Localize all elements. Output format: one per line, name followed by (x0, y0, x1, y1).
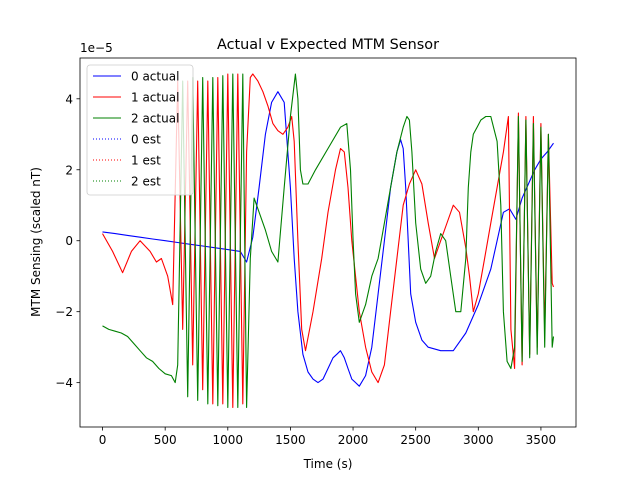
series-line-2-actual (102, 73, 555, 409)
y-tick-label: −2 (55, 305, 73, 319)
legend-label: 2 est (131, 175, 161, 189)
x-axis-label: Time (s) (303, 457, 353, 471)
legend: 0 actual 1 actual 2 actual 0 est 1 est 2 est (86, 64, 194, 196)
chart-title: Actual v Expected MTM Sensor (217, 37, 439, 53)
y-axis-offset-text: 1e−5 (80, 41, 113, 55)
plot-series-group (102, 73, 555, 409)
y-tick-label: 4 (65, 92, 73, 106)
x-tick-label: 2000 (338, 433, 369, 447)
plot-frame (79, 57, 577, 428)
series-line-0-actual (102, 91, 554, 387)
legend-label: 2 actual (131, 112, 179, 126)
series-line-1-actual (102, 73, 555, 409)
y-tick-label: 0 (65, 234, 73, 248)
y-tick-label: −4 (55, 376, 73, 390)
x-tick-label: 3500 (526, 433, 557, 447)
legend-label: 0 actual (131, 70, 179, 84)
legend-label: 0 est (131, 133, 161, 147)
x-tick-label: 2500 (400, 433, 431, 447)
legend-label: 1 est (131, 154, 161, 168)
x-tick-label: 0 (99, 433, 107, 447)
legend-label: 1 actual (131, 91, 179, 105)
x-tick-label: 3000 (463, 433, 494, 447)
y-tick-label: 2 (65, 163, 73, 177)
x-tick-label: 1000 (213, 433, 244, 447)
y-axis-ticks: −4 −2 0 2 4 (55, 92, 80, 390)
x-axis-ticks: 0 500 1000 1500 2000 2500 3000 3500 (99, 427, 556, 447)
y-axis-label: MTM Sensing (scaled nT) (29, 167, 43, 317)
x-tick-label: 500 (154, 433, 177, 447)
x-tick-label: 1500 (275, 433, 306, 447)
